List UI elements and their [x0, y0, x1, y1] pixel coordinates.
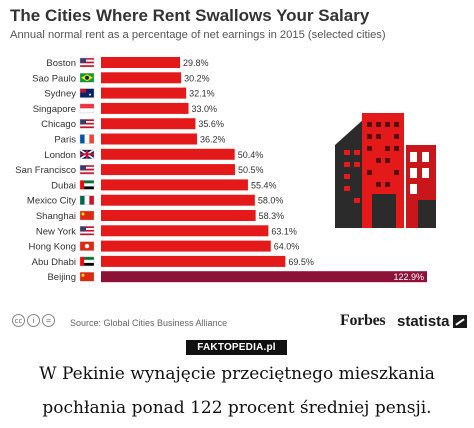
- category-label: Sydney: [44, 89, 76, 100]
- bar: [101, 194, 255, 206]
- value-label: 36.2%: [200, 135, 226, 145]
- bar: [101, 225, 269, 237]
- bar: [101, 57, 181, 68]
- attribution-icon: i: [27, 314, 40, 327]
- flag-icon-ae: [79, 180, 95, 190]
- category-label: Singapore: [33, 104, 76, 115]
- bar: [101, 102, 189, 114]
- value-label: 33.0%: [192, 104, 218, 114]
- flag-icon-us: [79, 226, 95, 236]
- flag-icon-us: [79, 164, 95, 175]
- category-label: New York: [36, 226, 76, 237]
- flag-icon-hk: [79, 241, 95, 251]
- value-label: 32.1%: [189, 89, 215, 99]
- category-label: London: [44, 150, 76, 161]
- category-label: Mexico City: [27, 196, 76, 207]
- flag-icon-cn: [79, 210, 95, 221]
- flag-icon-us: [79, 118, 95, 129]
- value-label: 30.2%: [184, 73, 210, 83]
- value-label: 50.5%: [238, 165, 264, 175]
- value-label: 35.6%: [198, 119, 224, 129]
- category-label: San Francisco: [15, 165, 76, 176]
- bar: [101, 118, 196, 130]
- bar: [101, 179, 248, 191]
- bar: [101, 271, 427, 283]
- flag-icon-gb: [79, 149, 95, 160]
- value-label: 50.4%: [238, 150, 264, 160]
- flag-icon-br: [79, 73, 95, 83]
- chart-title: The Cities Where Rent Swallows Your Sala…: [10, 6, 370, 25]
- creative-commons-icon: cc: [12, 314, 25, 327]
- bar: [101, 255, 286, 267]
- bar: [101, 72, 182, 84]
- watermark: FAKTOPEDIA.pl: [186, 340, 287, 355]
- flag-icon-sg: [79, 103, 95, 114]
- flag-icon-au: [79, 88, 95, 98]
- bar: [101, 240, 271, 252]
- flag-icon-ae: [79, 256, 95, 267]
- flag-icon-fr: [79, 134, 95, 144]
- category-label: Abu Dhabi: [32, 257, 76, 268]
- statista-mark-icon: [452, 315, 467, 328]
- category-label: Chicago: [41, 119, 76, 130]
- bar-chart: Boston 29.8% Sao Paulo 30.2% Sydney 32.1% Sing…: [15, 57, 436, 283]
- statista-wordmark: statista: [397, 313, 450, 330]
- bar: [101, 133, 198, 145]
- flag-icon-us: [79, 57, 95, 68]
- value-label: 63.1%: [271, 226, 297, 236]
- category-label: Hong Kong: [28, 242, 76, 253]
- bar: [101, 210, 256, 221]
- city-buildings-icon: [335, 113, 436, 228]
- chart-subtitle: Annual normal rent as a percentage of ne…: [10, 29, 386, 41]
- chart-card: The Cities Where Rent Swallows Your Sala…: [0, 0, 474, 336]
- flag-icon-mx: [79, 195, 95, 205]
- value-label: 64.0%: [274, 242, 300, 252]
- category-label: Shanghai: [36, 211, 76, 222]
- category-label: Paris: [54, 135, 76, 146]
- statista-logo: statista: [397, 313, 467, 330]
- source-note: Source: Global Cities Business Alliance: [70, 318, 228, 328]
- value-label: 58.3%: [259, 211, 285, 221]
- bars-layer: Boston 29.8% Sao Paulo 30.2% Sydney 32.1% Sing…: [15, 57, 427, 283]
- forbes-logo: Forbes: [340, 312, 386, 329]
- value-label: 29.8%: [183, 58, 209, 68]
- value-label: 58.0%: [258, 196, 284, 206]
- caption: W Pekinie wynajęcie przeciętnego mieszka…: [39, 364, 435, 418]
- category-label: Dubai: [51, 180, 76, 191]
- no-derivatives-icon: =: [42, 314, 55, 327]
- flag-icon-cn: [79, 272, 95, 282]
- category-label: Sao Paulo: [32, 73, 76, 84]
- value-label: 122.9%: [393, 272, 424, 282]
- bar: [101, 87, 187, 99]
- bar: [101, 164, 235, 176]
- bar: [101, 148, 235, 160]
- license-icons: cc i =: [12, 314, 55, 327]
- value-label: 55.4%: [251, 180, 277, 190]
- category-label: Beijing: [47, 272, 76, 283]
- category-label: Boston: [46, 58, 76, 69]
- value-label: 69.5%: [288, 257, 314, 267]
